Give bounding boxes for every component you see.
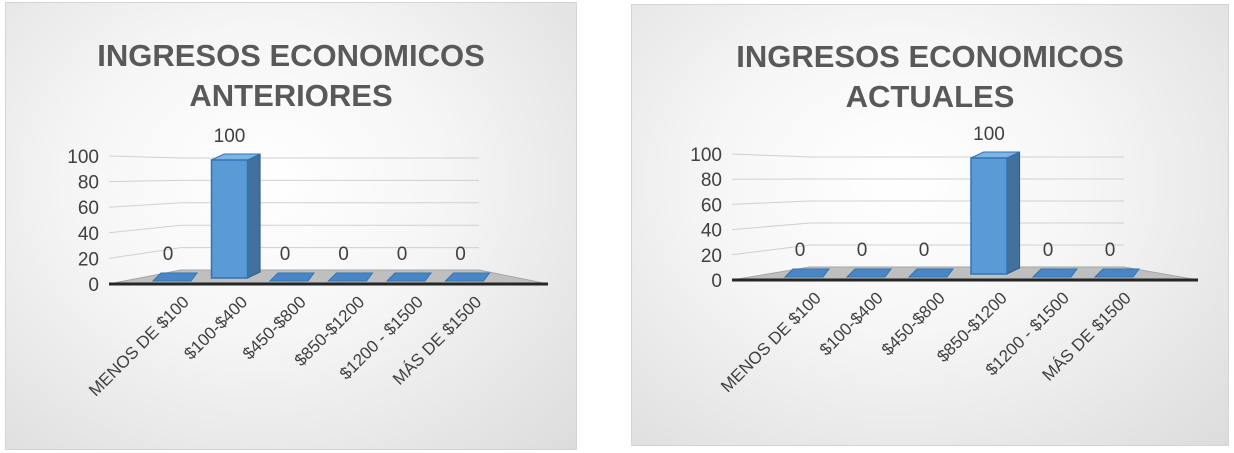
- gridline: [108, 155, 479, 159]
- data-label-450-800: 0: [280, 244, 291, 265]
- y-tick-label: 60: [78, 198, 99, 219]
- chart-title-line-1: INGRESOS ECONOMICOS: [97, 38, 485, 73]
- bar-1200-1500: [1031, 268, 1078, 278]
- data-label-1200-1500: 0: [397, 244, 408, 265]
- gridline: [731, 222, 1124, 231]
- y-tick-label: 80: [701, 170, 722, 191]
- bar-100-400: [210, 159, 249, 279]
- chart-panel-actuales: 0 20 40 60 80 100 0 MENOS DE $100 0 $100-$400 0 $45…: [631, 4, 1229, 446]
- y-tick-label: 20: [701, 246, 722, 267]
- y-tick-label: 20: [78, 249, 99, 270]
- gridline: [108, 179, 479, 183]
- x-tick-label-100-400: $100-$400: [816, 288, 887, 359]
- data-label-450-800: 0: [919, 240, 930, 261]
- data-label-1200-1500: 0: [1043, 240, 1054, 261]
- bar-menos-de-100: [151, 272, 198, 282]
- y-tick-label: 0: [711, 271, 722, 292]
- y-tick-label: 40: [701, 221, 722, 242]
- bar-850-1200: [970, 157, 1008, 275]
- gridline: [108, 202, 479, 208]
- bar-m-s-de-1500: [444, 272, 491, 282]
- data-label-850-1200: 100: [973, 124, 1005, 145]
- y-tick-label: 80: [78, 173, 99, 194]
- y-tick-label: 40: [78, 224, 99, 245]
- chart-title-line-2: ANTERIORES: [189, 78, 393, 113]
- bar-100-400: [845, 268, 892, 278]
- data-label-850-1200: 0: [338, 244, 349, 265]
- bar-m-s-de-1500: [1093, 268, 1140, 278]
- gridline: [108, 224, 479, 234]
- data-label-100-400: 0: [857, 240, 868, 261]
- bar-1200-1500: [385, 272, 432, 282]
- bar-100-400-side: [247, 153, 261, 279]
- chart-title: INGRESOS ECONOMICOS ACTUALES: [632, 37, 1228, 117]
- chart-title-line-2: ACTUALES: [845, 79, 1015, 114]
- bar-850-1200: [327, 272, 374, 282]
- y-tick-label: 60: [701, 195, 722, 216]
- y-tick-label: 100: [690, 145, 722, 166]
- data-label-menos-de-100: 0: [163, 244, 174, 265]
- data-label-m-s-de-1500: 0: [1105, 240, 1116, 261]
- gridline: [731, 200, 1124, 205]
- chart-panel-anteriores: 0 20 40 60 80 100 0 MENOS DE $100 100 $100-$400 0 $…: [5, 2, 577, 450]
- bar-450-800: [907, 268, 954, 278]
- gridline: [731, 153, 1124, 158]
- bar-450-800: [268, 272, 315, 282]
- bar-menos-de-100: [783, 268, 830, 278]
- y-tick-label: 100: [67, 147, 99, 168]
- y-tick-label: 0: [88, 275, 99, 296]
- x-tick-label-menos-de-100: MENOS DE $100: [717, 288, 825, 396]
- x-tick-label-menos-de-100: MENOS DE $100: [85, 292, 193, 400]
- bar-850-1200-side: [1006, 151, 1021, 275]
- chart-title-line-1: INGRESOS ECONOMICOS: [736, 39, 1124, 74]
- gridline: [108, 247, 479, 259]
- data-label-100-400: 100: [214, 126, 246, 147]
- data-label-m-s-de-1500: 0: [455, 244, 466, 265]
- data-label-menos-de-100: 0: [795, 240, 806, 261]
- chart-title: INGRESOS ECONOMICOS ANTERIORES: [6, 36, 576, 116]
